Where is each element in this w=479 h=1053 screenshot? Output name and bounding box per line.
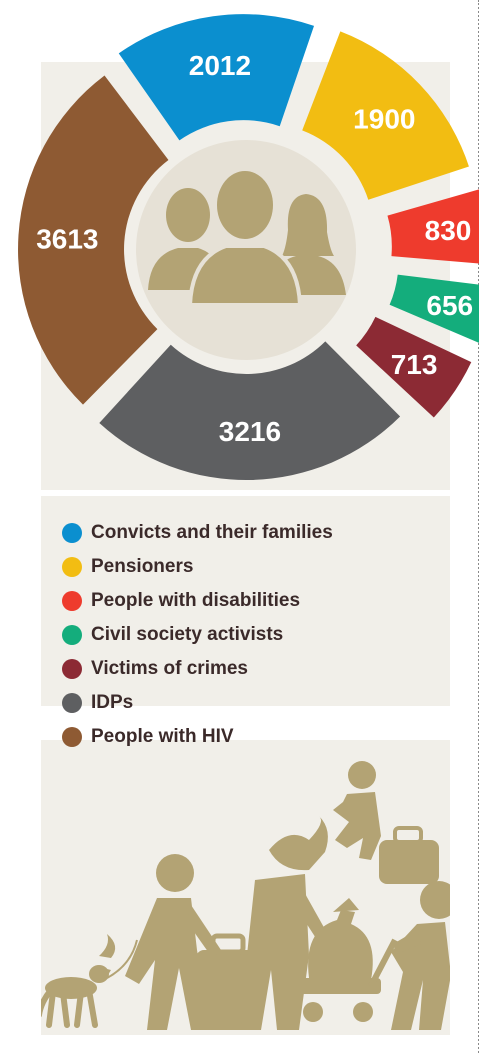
slice-value-label: 830 bbox=[425, 215, 472, 246]
slice-value-label: 3216 bbox=[219, 416, 281, 447]
legend-item: IDPs bbox=[62, 686, 333, 720]
legend-label: People with disabilities bbox=[91, 590, 301, 611]
legend-label: Victims of crimes bbox=[91, 658, 249, 679]
people-group-icon bbox=[148, 171, 346, 307]
slice-pensioners bbox=[302, 31, 469, 200]
legend-item: People with HIV bbox=[62, 720, 333, 754]
slice-value-label: 3613 bbox=[36, 223, 98, 254]
slices-group bbox=[18, 14, 479, 480]
legend-label: IDPs bbox=[91, 692, 134, 713]
legend-label: Civil society activists bbox=[91, 624, 284, 645]
legend-item: Convicts and their families bbox=[62, 516, 333, 550]
legend-item: Civil society activists bbox=[62, 618, 333, 652]
legend: Convicts and their families Pensioners Peo… bbox=[62, 516, 333, 754]
slice-value-label: 656 bbox=[426, 290, 473, 321]
legend-label: Convicts and their families bbox=[91, 522, 333, 543]
legend-swatch bbox=[62, 557, 82, 577]
slice-labels-group: 2012 1900 830 656 713 3216 3613 bbox=[36, 50, 473, 447]
slice-value-label: 1900 bbox=[353, 103, 415, 134]
slice-victims-of-crimes bbox=[356, 316, 472, 418]
legend-panel bbox=[41, 496, 450, 706]
slice-people-with-disabilities bbox=[387, 189, 479, 264]
donut-chart: 2012 1900 830 656 713 3216 3613 bbox=[18, 14, 479, 480]
legend-item: Pensioners bbox=[62, 550, 333, 584]
legend-label: People with HIV bbox=[91, 726, 234, 747]
legend-item: Victims of crimes bbox=[62, 652, 333, 686]
slice-civil-society-activists bbox=[389, 274, 479, 343]
slice-people-with-hiv bbox=[18, 75, 169, 405]
legend-label: Pensioners bbox=[91, 556, 194, 577]
slice-value-label: 713 bbox=[391, 349, 438, 380]
slice-convicts-and-their-families bbox=[118, 14, 315, 141]
legend-swatch bbox=[62, 693, 82, 713]
legend-swatch bbox=[62, 523, 82, 543]
legend-swatch bbox=[62, 659, 82, 679]
slice-idps bbox=[99, 341, 401, 480]
legend-swatch bbox=[62, 625, 82, 645]
legend-swatch bbox=[62, 591, 82, 611]
slice-value-label: 2012 bbox=[189, 50, 251, 81]
refugees-walking-icon bbox=[41, 761, 450, 1030]
legend-item: People with disabilities bbox=[62, 584, 333, 618]
legend-swatch bbox=[62, 727, 82, 747]
